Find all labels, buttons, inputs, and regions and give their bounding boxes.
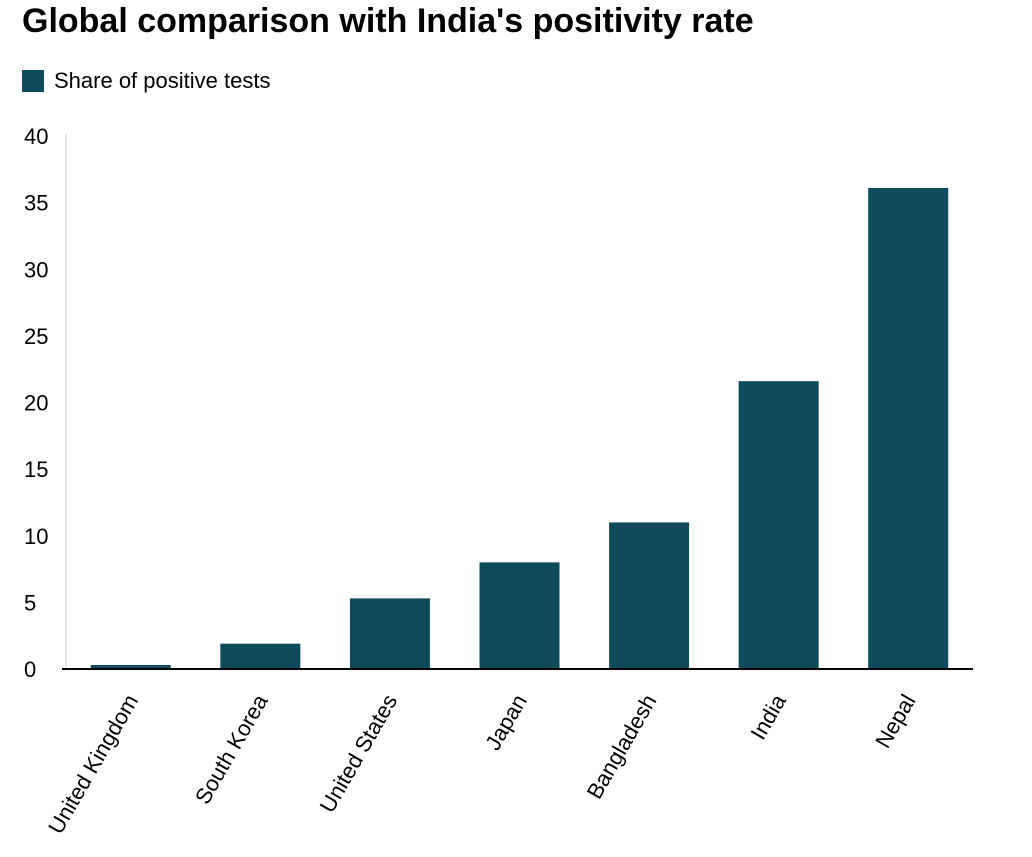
y-tick-label: 25 bbox=[24, 324, 48, 349]
y-tick-label: 35 bbox=[24, 191, 48, 216]
bars bbox=[90, 187, 949, 669]
bar-nepal bbox=[868, 187, 949, 669]
y-tick-label: 20 bbox=[24, 391, 48, 416]
legend-swatch bbox=[22, 70, 44, 92]
x-tick-label: Japan bbox=[480, 690, 532, 754]
bar-south-korea bbox=[220, 643, 301, 669]
x-tick-label: Bangladesh bbox=[582, 690, 662, 803]
chart-title: Global comparison with India's positivit… bbox=[22, 2, 754, 40]
x-tick-label: United States bbox=[315, 690, 403, 817]
x-axis: United Kingdom South Korea United States Ja… bbox=[43, 668, 973, 838]
y-axis: 0 5 10 15 20 25 30 35 40 bbox=[24, 124, 67, 682]
bar-united-states bbox=[349, 598, 430, 669]
legend: Share of positive tests bbox=[22, 68, 270, 94]
bar-united-kingdom bbox=[90, 665, 171, 669]
bar-bangladesh bbox=[609, 522, 690, 669]
x-tick-label: South Korea bbox=[190, 689, 273, 808]
y-tick-label: 5 bbox=[24, 590, 36, 615]
bar-india bbox=[738, 381, 819, 669]
x-tick-label: United Kingdom bbox=[43, 690, 143, 838]
bar-japan bbox=[479, 562, 560, 669]
legend-label: Share of positive tests bbox=[54, 68, 271, 93]
y-tick-label: 10 bbox=[24, 524, 48, 549]
x-tick-label: India bbox=[745, 689, 791, 743]
x-tick-label: Nepal bbox=[870, 690, 920, 752]
y-tick-label: 15 bbox=[24, 457, 48, 482]
y-tick-label: 0 bbox=[24, 657, 36, 682]
y-tick-label: 40 bbox=[24, 124, 48, 149]
y-tick-label: 30 bbox=[24, 257, 48, 282]
